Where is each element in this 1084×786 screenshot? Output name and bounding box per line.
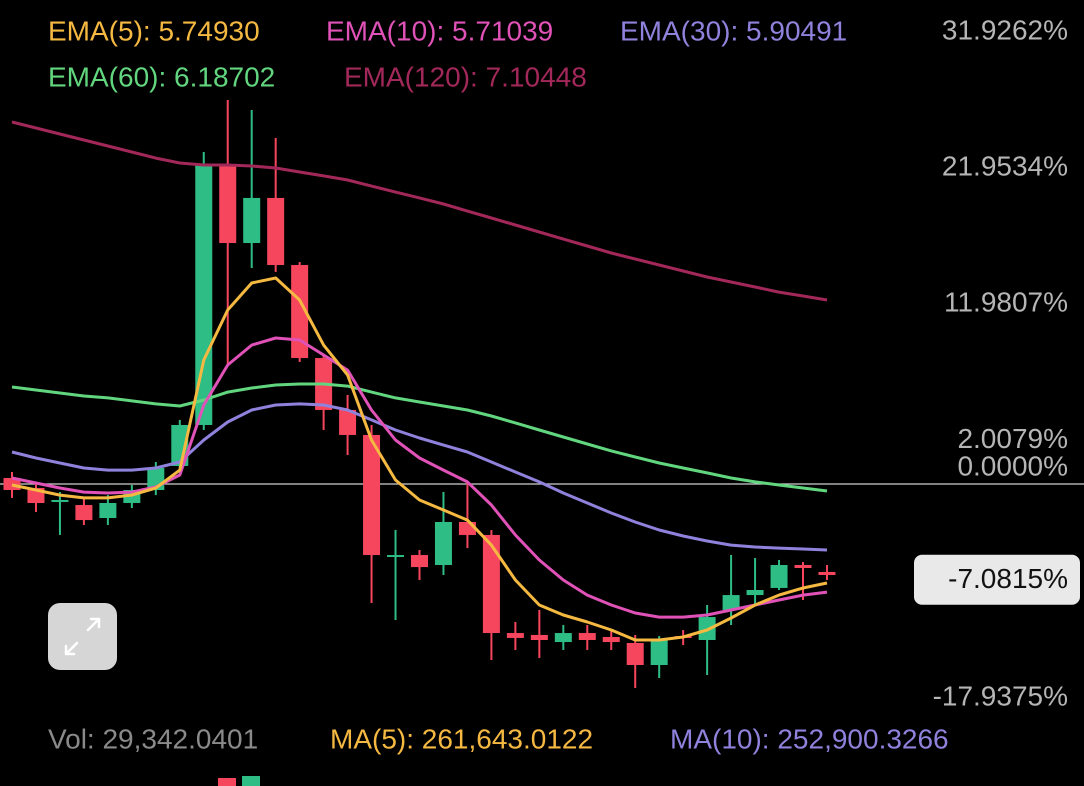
candle-body (626, 643, 644, 666)
volume-legend: MA(10): 252,900.3266 (670, 723, 949, 754)
candle-body (770, 565, 788, 588)
candle-body (650, 640, 668, 666)
candle-body (434, 521, 452, 566)
candle-body (794, 565, 812, 569)
y-tick-label: 31.9262% (942, 14, 1068, 45)
candle-body (339, 409, 357, 435)
candle-body (746, 590, 764, 596)
volume-bar-fragment (242, 776, 260, 786)
legend-entry: EMA(60): 6.18702 (48, 61, 275, 92)
candle-body (554, 633, 572, 643)
expand-button-bg[interactable] (48, 603, 117, 670)
ema-line (11, 402, 828, 552)
candle-body (578, 633, 596, 641)
candle-body (506, 633, 524, 638)
legend-entry: EMA(10): 5.71039 (326, 15, 553, 46)
candle-body (195, 165, 213, 425)
candle-body (219, 165, 237, 244)
last-price-label: -7.0815% (948, 563, 1068, 594)
expand-icon[interactable] (64, 617, 101, 656)
legend-entry: EMA(30): 5.90491 (620, 15, 847, 46)
candle-body (602, 636, 620, 643)
candle-body (243, 197, 261, 244)
candle-body (482, 534, 500, 634)
legend-entry: EMA(120): 7.10448 (344, 61, 587, 92)
y-tick-label: 21.9534% (942, 150, 1068, 181)
candle-body (530, 634, 548, 641)
ema-line (11, 276, 828, 642)
legend-entry: EMA(5): 5.74930 (48, 15, 260, 46)
candle-body (99, 502, 117, 519)
y-tick-label: 11.9807% (944, 287, 1068, 318)
last-price-tag (914, 554, 1080, 605)
volume-legend: MA(5): 261,643.0122 (330, 723, 593, 754)
y-tick-label: 2.0079% (957, 423, 1068, 454)
volume-bar-fragment (218, 778, 236, 786)
candle-body (291, 265, 309, 359)
expand-button[interactable] (48, 603, 117, 670)
candle-body (410, 555, 428, 568)
ema-line (11, 382, 828, 493)
candle-body (722, 595, 740, 610)
candle-body (75, 505, 93, 521)
candle-body (387, 555, 405, 558)
ema-line (11, 120, 828, 302)
y-tick-label: 0.0000% (957, 450, 1068, 481)
candle-body (818, 571, 836, 575)
volume-legend: Vol: 29,342.0401 (48, 723, 258, 754)
y-tick-label: -17.9375% (933, 680, 1068, 711)
candle-body (267, 197, 285, 266)
ema-line (11, 336, 828, 619)
candle-body (51, 499, 69, 502)
candle-body (363, 434, 381, 556)
